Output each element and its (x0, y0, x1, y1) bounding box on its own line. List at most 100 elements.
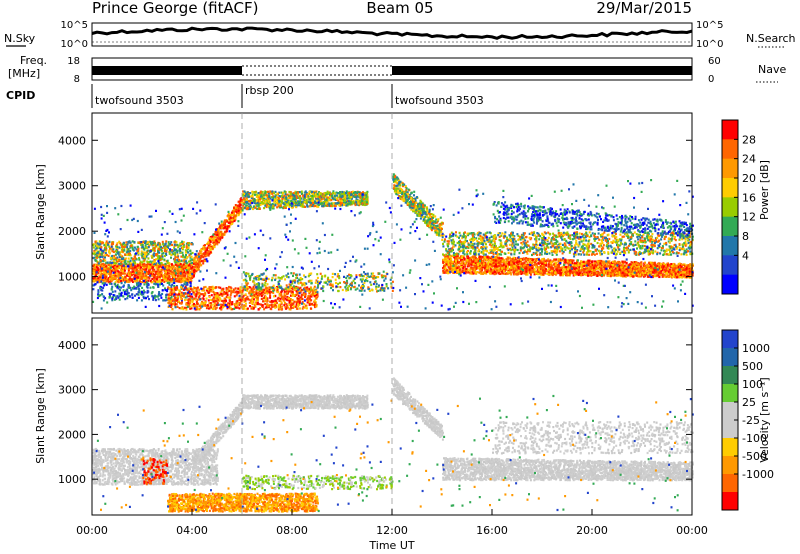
echo-mark (112, 261, 115, 264)
echo-mark (333, 192, 336, 195)
echo-mark (256, 302, 259, 306)
echo-mark (239, 203, 242, 207)
echo-mark (266, 290, 269, 293)
echo-mark (294, 279, 296, 282)
echo-mark (192, 269, 195, 272)
echo-mark (222, 306, 225, 309)
echo-mark (139, 271, 142, 275)
echo-mark (124, 245, 127, 248)
echo-mark (215, 239, 218, 242)
echo-mark (114, 266, 117, 269)
echo-mark (302, 194, 305, 197)
echo-mark (299, 278, 302, 281)
echo-mark (212, 246, 215, 249)
echo-mark (213, 292, 216, 295)
echo-mark (167, 286, 170, 289)
echo-mark (345, 191, 347, 195)
echo-mark (238, 290, 241, 293)
echo-mark (204, 252, 207, 256)
echo-mark (357, 202, 360, 205)
echo-mark (331, 285, 334, 288)
echo-mark (441, 238, 444, 241)
echo-mark (158, 251, 160, 254)
echo-mark (181, 293, 184, 296)
echo-mark (349, 201, 352, 204)
echo-mark (209, 240, 212, 243)
echo-mark (94, 240, 97, 243)
echo-mark (251, 294, 254, 298)
echo-mark (348, 195, 351, 199)
echo-mark (390, 282, 393, 285)
echo-mark (364, 198, 367, 201)
echo-mark (199, 304, 201, 307)
echo-mark (204, 292, 207, 295)
echo-mark (153, 282, 156, 285)
echo-mark (266, 202, 269, 205)
echo-mark (347, 200, 350, 203)
echo-mark (184, 258, 187, 261)
echo-mark (157, 256, 160, 259)
nsky-tick-top: 10^5 (61, 20, 88, 31)
echo-mark (218, 238, 221, 241)
echo-mark (190, 255, 193, 258)
echo-mark (167, 280, 170, 283)
echo-mark (322, 200, 325, 204)
echo-mark (253, 294, 256, 298)
echo-mark (208, 252, 211, 255)
echo-mark (159, 247, 162, 250)
echo-mark (160, 274, 163, 277)
echo-mark (114, 271, 116, 274)
echo-mark (154, 299, 157, 302)
echo-mark (317, 203, 320, 206)
echo-mark (223, 293, 225, 296)
nave-tick-bottom: 0 (708, 74, 714, 85)
echo-mark (184, 251, 187, 254)
echo-mark (297, 282, 300, 285)
echo-mark (188, 260, 190, 263)
echo-mark (123, 290, 126, 293)
echo-mark (185, 261, 188, 265)
echo-mark (437, 227, 440, 230)
echo-mark (235, 294, 238, 297)
echo-mark (146, 281, 149, 284)
echo-mark (303, 196, 306, 199)
echo-mark (124, 280, 127, 283)
echo-mark (280, 302, 283, 305)
echo-mark (116, 274, 119, 277)
echo-mark (262, 197, 265, 200)
echo-mark (363, 282, 366, 285)
echo-mark (315, 279, 318, 282)
echo-mark (98, 280, 101, 283)
echo-mark (315, 198, 318, 201)
echo-mark (385, 285, 388, 288)
echo-mark (246, 205, 248, 208)
echo-mark (244, 191, 247, 194)
echo-mark (97, 291, 100, 294)
echo-mark (265, 279, 267, 282)
echo-mark (245, 280, 248, 283)
echo-mark (124, 253, 126, 256)
echo-mark (269, 300, 272, 303)
echo-mark (287, 204, 290, 207)
echo-mark (121, 269, 124, 272)
echo-mark (191, 301, 194, 304)
echo-mark (211, 299, 214, 302)
echo-mark (174, 303, 177, 306)
echo-mark (249, 275, 252, 278)
echo-mark (137, 293, 140, 296)
echo-mark (306, 288, 309, 291)
echo-mark (101, 255, 104, 258)
echo-mark (146, 266, 148, 269)
echo-mark (102, 262, 104, 266)
echo-mark (239, 207, 241, 210)
echo-mark (189, 265, 192, 268)
echo-mark (286, 288, 289, 291)
echo-mark (190, 243, 193, 246)
echo-mark (296, 292, 299, 295)
echo-mark (104, 254, 106, 257)
echo-mark (320, 193, 323, 196)
echo-mark (110, 282, 113, 285)
echo-mark (318, 201, 321, 205)
echo-mark (163, 246, 166, 249)
echo-mark (279, 206, 281, 209)
